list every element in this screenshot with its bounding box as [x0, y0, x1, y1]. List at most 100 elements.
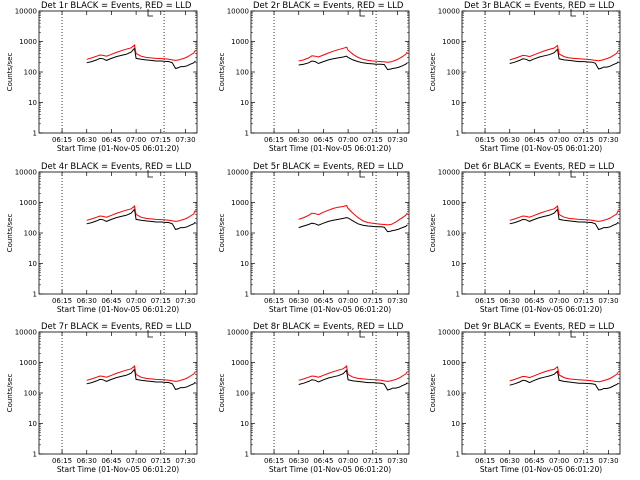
x-tick-label: 07:15: [151, 297, 171, 305]
plot-frame: [250, 331, 410, 455]
x-tick-label: 07:00: [549, 297, 569, 305]
x-axis-label: Start Time (01-Nov-05 06:01:20): [480, 305, 602, 314]
panel-title: Det 6r BLACK = Events, RED = LLD: [464, 162, 615, 172]
plot-frame: [250, 10, 410, 134]
y-tick-label: 1: [456, 130, 460, 138]
x-tick-label: 07:15: [151, 136, 171, 144]
panel-title: Det 7r BLACK = Events, RED = LLD: [41, 322, 192, 332]
bracket-marker: [570, 330, 577, 338]
x-tick-label: 07:30: [387, 457, 407, 465]
bracket-marker: [359, 170, 366, 178]
x-tick-label: 06:30: [500, 457, 520, 465]
x-tick-label: 06:15: [52, 297, 72, 305]
panel-det-4: Det 4r BLACK = Events, RED = LLD 1 10 100 10…: [6, 162, 198, 314]
y-tick-label: 1: [245, 451, 249, 459]
x-tick-label: 06:15: [52, 136, 72, 144]
plot-frame: [38, 331, 198, 455]
plot-frame: [461, 171, 621, 295]
panel-title: Det 4r BLACK = Events, RED = LLD: [41, 162, 192, 172]
series-line-events: [509, 370, 619, 391]
bracket-marker: [570, 9, 577, 17]
x-axis-label: Start Time (01-Nov-05 06:01:20): [57, 465, 179, 474]
panel-title: Det 5r BLACK = Events, RED = LLD: [253, 162, 404, 172]
y-axis-label: Counts/sec: [429, 214, 437, 253]
x-tick-label: 06:45: [524, 297, 544, 305]
y-tick-label: 1: [33, 130, 37, 138]
x-tick-label: 06:45: [524, 457, 544, 465]
x-tick-label: 07:15: [363, 457, 383, 465]
x-tick-label: 06:15: [52, 457, 72, 465]
y-tick-label: 10: [240, 420, 249, 428]
y-axis-label: Counts/sec: [429, 53, 437, 92]
y-tick-label: 100: [236, 390, 249, 398]
y-tick-label: 10000: [227, 8, 249, 16]
series-line-events: [86, 368, 196, 391]
x-tick-label: 07:00: [126, 136, 146, 144]
x-tick-label: 06:30: [289, 136, 309, 144]
x-tick-label: 06:15: [264, 136, 284, 144]
x-tick-label: 07:00: [126, 297, 146, 305]
y-tick-label: 10: [28, 99, 37, 107]
y-tick-label: 1: [245, 291, 249, 299]
y-tick-label: 10000: [15, 8, 37, 16]
y-tick-label: 10000: [227, 169, 249, 177]
panel-det-6: Det 6r BLACK = Events, RED = LLD 1 10 100 10…: [429, 162, 621, 314]
series-line-events: [86, 208, 196, 231]
x-tick-label: 06:45: [313, 136, 333, 144]
y-axis-label: Counts/sec: [429, 374, 437, 413]
series-line-lld: [509, 205, 619, 222]
y-tick-label: 10000: [227, 329, 249, 337]
y-tick-label: 100: [236, 230, 249, 238]
y-tick-label: 1000: [231, 359, 249, 367]
panel-det-2: Det 2r BLACK = Events, RED = LLD 1 10 100 10…: [218, 1, 410, 153]
y-tick-label: 100: [24, 230, 37, 238]
x-tick-label: 07:30: [387, 297, 407, 305]
x-tick-label: 07:15: [574, 297, 594, 305]
panel-title: Det 1r BLACK = Events, RED = LLD: [41, 1, 192, 11]
x-tick-label: 07:15: [363, 297, 383, 305]
series-line-lld: [298, 46, 408, 63]
y-tick-label: 1: [245, 130, 249, 138]
y-tick-label: 10: [28, 260, 37, 268]
bracket-marker: [147, 330, 154, 338]
x-tick-label: 06:15: [475, 136, 495, 144]
panel-title: Det 8r BLACK = Events, RED = LLD: [253, 322, 404, 332]
x-tick-label: 06:30: [77, 136, 97, 144]
y-tick-label: 100: [24, 390, 37, 398]
series-line-lld: [86, 205, 196, 222]
series-line-lld: [509, 44, 619, 62]
y-tick-label: 10: [28, 420, 37, 428]
series-line-lld: [86, 365, 196, 382]
y-tick-label: 100: [447, 230, 460, 238]
y-axis-label: Counts/sec: [218, 374, 226, 413]
x-tick-label: 06:30: [500, 297, 520, 305]
x-tick-label: 07:15: [151, 457, 171, 465]
y-tick-label: 10000: [438, 8, 460, 16]
panel-title: Det 2r BLACK = Events, RED = LLD: [253, 1, 404, 11]
x-axis-label: Start Time (01-Nov-05 06:01:20): [57, 305, 179, 314]
x-tick-label: 07:00: [549, 136, 569, 144]
x-tick-label: 06:15: [475, 297, 495, 305]
plot-frame: [38, 171, 198, 295]
series-line-events: [298, 55, 408, 71]
y-tick-label: 100: [236, 69, 249, 77]
bracket-marker: [359, 9, 366, 17]
y-tick-label: 1: [33, 451, 37, 459]
panel-det-9: Det 9r BLACK = Events, RED = LLD 1 10 100 10…: [429, 322, 621, 474]
y-tick-label: 10000: [438, 329, 460, 337]
y-tick-label: 1000: [231, 38, 249, 46]
panel-det-5: Det 5r BLACK = Events, RED = LLD 1 10 100 10…: [218, 162, 410, 314]
x-axis-label: Start Time (01-Nov-05 06:01:20): [269, 465, 391, 474]
y-tick-label: 10: [451, 99, 460, 107]
y-tick-label: 1000: [19, 359, 37, 367]
y-tick-label: 100: [447, 69, 460, 77]
bracket-marker: [147, 9, 154, 17]
panel-title: Det 3r BLACK = Events, RED = LLD: [464, 1, 615, 11]
series-line-lld: [509, 366, 619, 383]
x-tick-label: 06:30: [289, 297, 309, 305]
x-tick-label: 06:30: [77, 297, 97, 305]
y-tick-label: 1: [456, 451, 460, 459]
y-tick-label: 1000: [19, 38, 37, 46]
y-tick-label: 1000: [19, 199, 37, 207]
